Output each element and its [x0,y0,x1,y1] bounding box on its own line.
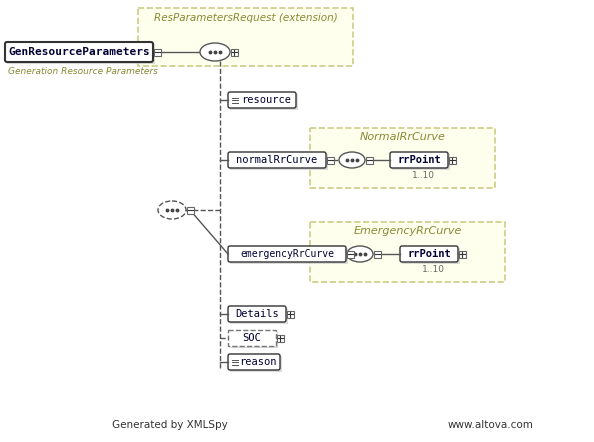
Ellipse shape [200,43,230,61]
Bar [365,156,372,164]
Text: Generated by XMLSpy: Generated by XMLSpy [112,420,228,430]
Bar [230,154,328,170]
Bar [228,330,276,346]
Text: rrPoint: rrPoint [397,155,441,165]
Bar [230,332,278,348]
Bar [286,310,293,317]
Text: SOC: SOC [242,333,261,343]
FancyBboxPatch shape [228,246,346,262]
Bar [327,156,333,164]
Text: Details: Details [235,309,279,319]
Bar [310,222,505,282]
Bar [187,206,194,213]
FancyBboxPatch shape [228,152,326,168]
FancyBboxPatch shape [228,306,286,322]
Text: www.altova.com: www.altova.com [447,420,533,430]
FancyBboxPatch shape [5,42,153,62]
Bar [230,49,238,56]
Bar [138,8,353,66]
Bar [310,128,495,188]
Text: GenResourceParameters: GenResourceParameters [8,47,150,57]
FancyBboxPatch shape [228,92,296,108]
Bar [276,335,283,342]
Bar [392,154,450,170]
Text: 1..10: 1..10 [422,266,444,274]
Text: Generation Resource Parameters: Generation Resource Parameters [8,66,158,76]
Text: NormalRrCurve: NormalRrCurve [359,132,446,142]
Bar [459,251,466,258]
Ellipse shape [339,152,365,168]
Text: 1..10: 1..10 [412,171,434,180]
Bar [448,156,456,164]
Bar [402,248,460,264]
Bar [230,356,282,372]
Text: reason: reason [239,357,277,367]
Text: EmergencyRrCurve: EmergencyRrCurve [353,226,462,236]
FancyBboxPatch shape [400,246,458,262]
Text: normalRrCurve: normalRrCurve [236,155,318,165]
Text: ResParametersRequest (extension): ResParametersRequest (extension) [154,13,337,23]
Bar [230,308,288,324]
Text: rrPoint: rrPoint [407,249,451,259]
Bar [230,94,298,110]
Bar [230,248,348,264]
FancyBboxPatch shape [228,354,280,370]
FancyBboxPatch shape [390,152,448,168]
Ellipse shape [158,201,186,219]
Bar [346,251,353,258]
Ellipse shape [347,246,373,262]
Bar [374,251,381,258]
Text: resource: resource [241,95,291,105]
Bar [7,44,155,64]
Text: emergencyRrCurve: emergencyRrCurve [240,249,334,259]
Bar [153,49,160,56]
